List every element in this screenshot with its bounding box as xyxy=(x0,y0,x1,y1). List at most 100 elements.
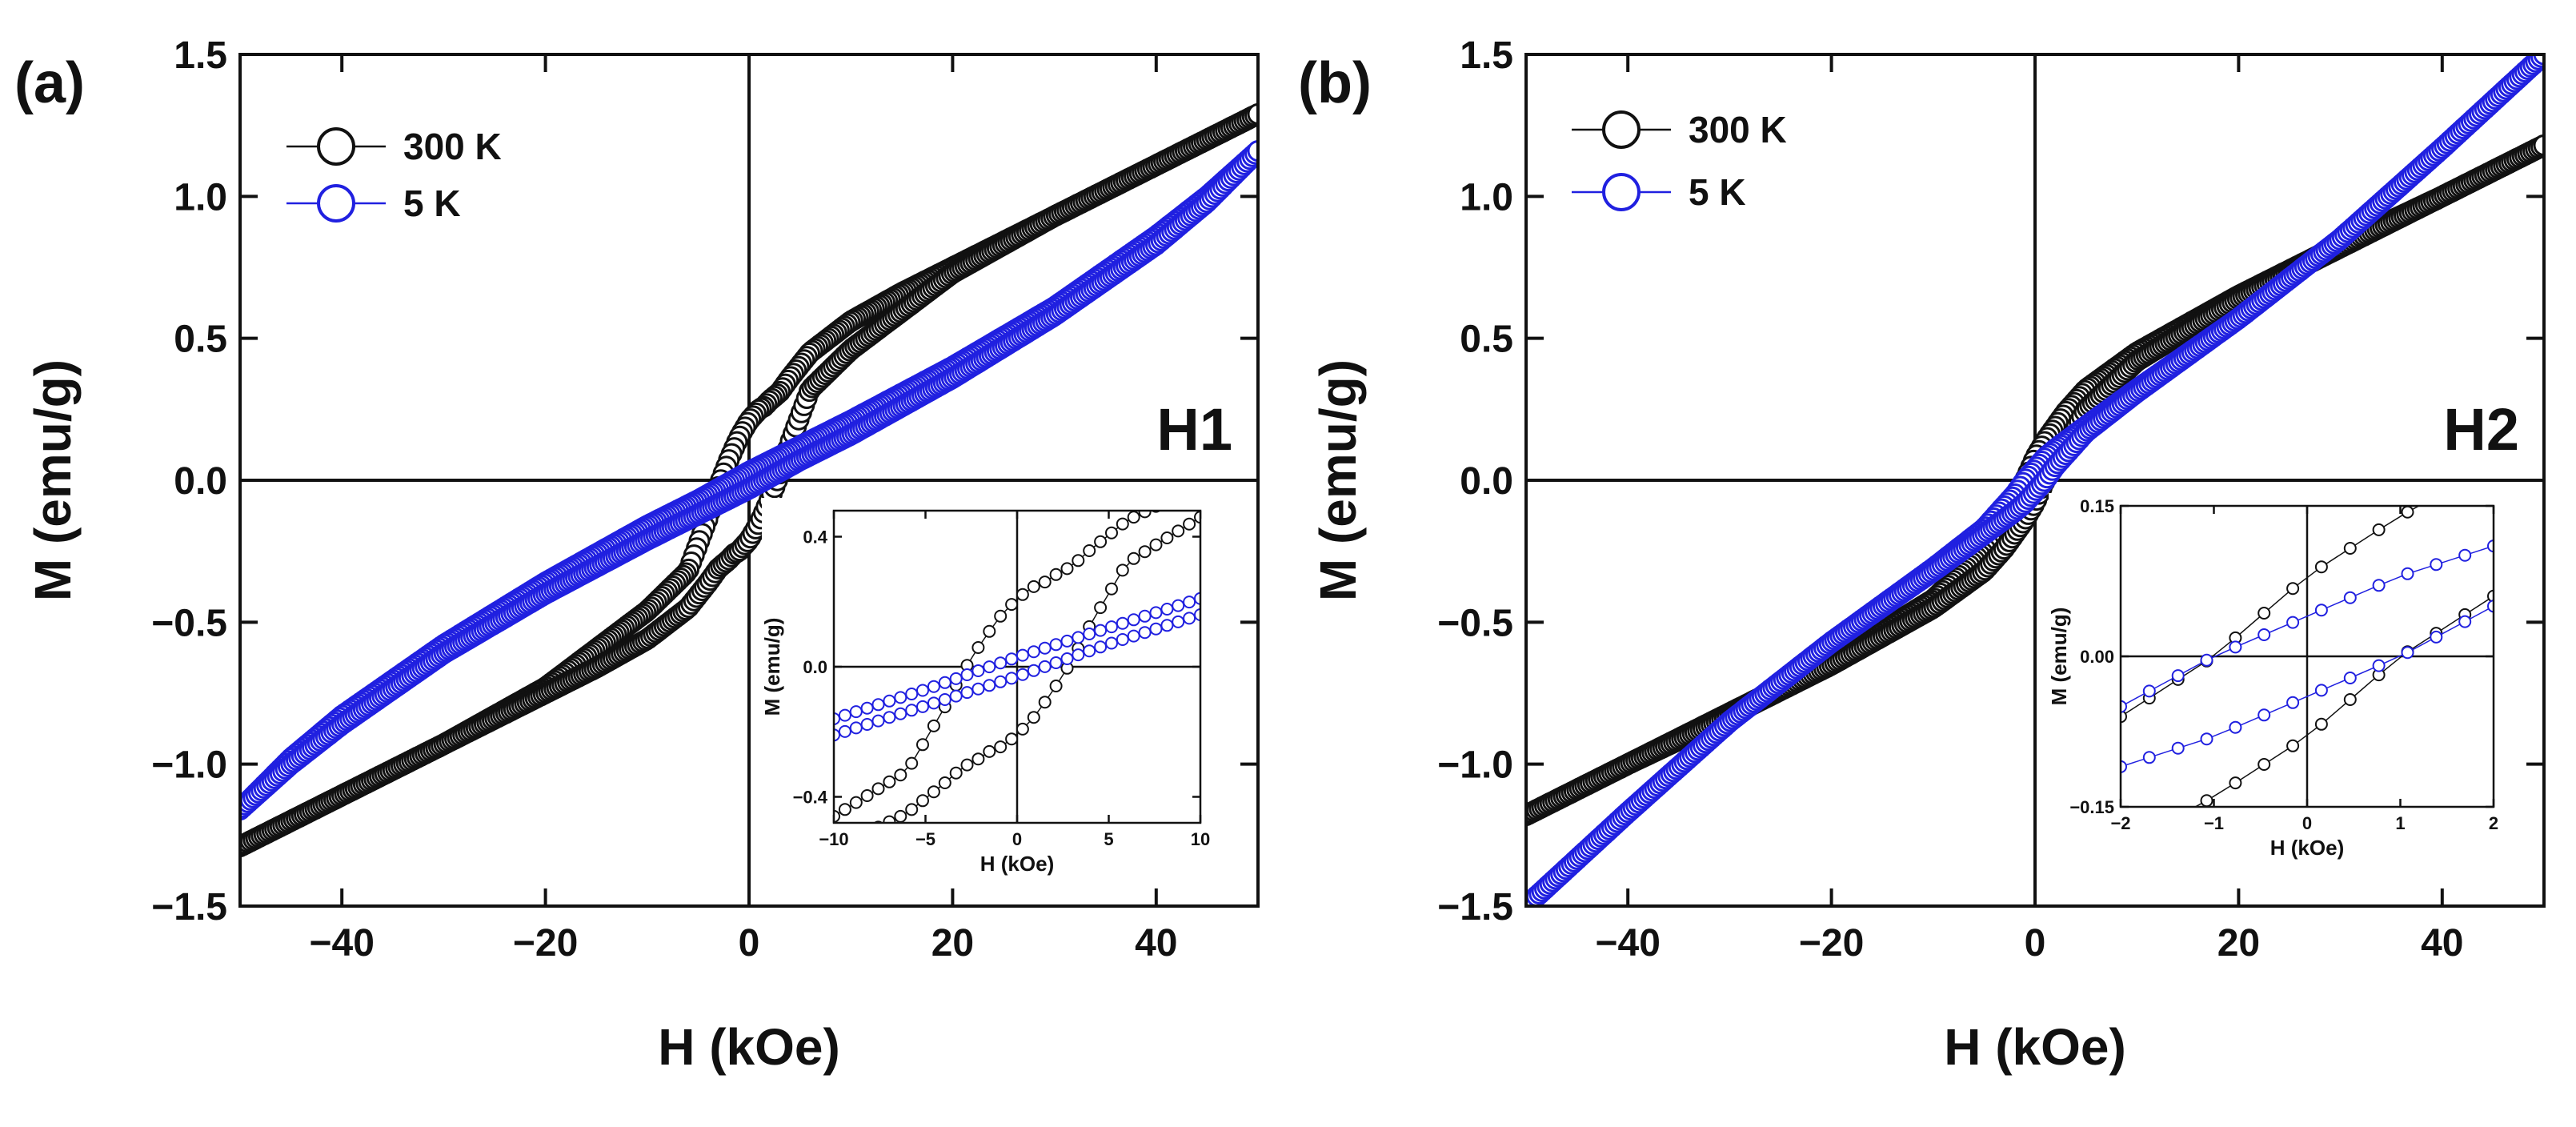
inset-data-point xyxy=(2314,717,2328,731)
inset-data-point xyxy=(1016,648,1029,662)
inset-data-point xyxy=(1105,636,1118,650)
inset-data-point xyxy=(2286,739,2300,752)
series-5k xyxy=(1526,54,2544,906)
inset-data-point xyxy=(1127,511,1140,524)
inset-data-point xyxy=(1194,592,1200,605)
inset-data-point xyxy=(2229,776,2242,790)
inset-data-point xyxy=(2314,604,2328,617)
inset-data-point xyxy=(1083,628,1096,640)
data-point xyxy=(1247,140,1258,162)
x-tick-label: −40 xyxy=(309,922,374,965)
inset-data-point xyxy=(1149,538,1163,551)
inset-data-point xyxy=(983,624,996,638)
inset-data-point xyxy=(1072,648,1085,662)
inset-data-point xyxy=(1149,606,1163,620)
inset-data-point xyxy=(2487,589,2494,603)
inset-data-point xyxy=(960,758,974,772)
inset-data-point xyxy=(2458,615,2472,628)
inset-data-point xyxy=(1183,596,1196,609)
inset-data-point xyxy=(916,700,929,713)
y-tick-label: 0.5 xyxy=(174,319,227,361)
inset-data-point xyxy=(1027,645,1040,659)
inset-data-point xyxy=(2200,732,2213,746)
inset-data-point xyxy=(1138,626,1152,640)
inset-data-point xyxy=(1005,732,1019,746)
panel-b: −40 −20 0 20 40−1.5−1.0−0.50.00.51.01.5H (kO… xyxy=(1298,34,2546,1076)
inset-data-point xyxy=(2121,710,2127,724)
inset-data-point xyxy=(916,794,929,808)
inset-data-point xyxy=(2286,696,2300,709)
inset-data-point xyxy=(834,728,840,742)
inset-x-tick-label: 0 xyxy=(1012,829,1022,849)
inset-data-point xyxy=(1172,524,1185,538)
inset-data-point xyxy=(1138,511,1152,519)
inset-data-point xyxy=(916,684,929,697)
y-tick-label: −1.5 xyxy=(151,886,227,928)
inset-data-point xyxy=(1194,511,1200,524)
inset-data-point xyxy=(1194,608,1200,621)
inset-data-point xyxy=(994,675,1008,688)
y-tick-label: −1.5 xyxy=(1437,886,1513,928)
inset-data-point xyxy=(1083,544,1096,557)
inset-data-point xyxy=(1105,582,1118,596)
inset-x-tick-label: −10 xyxy=(819,829,848,849)
legend-marker xyxy=(1602,110,1641,149)
inset-data-point xyxy=(860,701,874,715)
inset-data-point xyxy=(1083,644,1096,658)
x-tick-label: 20 xyxy=(931,922,974,965)
y-tick-label: 0.5 xyxy=(1460,319,1513,361)
inset-data-point xyxy=(2286,616,2300,629)
inset-data-point xyxy=(1160,603,1174,616)
inset-data-point xyxy=(2121,700,2127,713)
inset-x-tick-label: −2 xyxy=(2110,813,2130,833)
inset-data-point xyxy=(894,691,907,704)
inset-data-point xyxy=(834,809,840,823)
inset-data-point xyxy=(1027,580,1040,593)
inset-data-point xyxy=(838,803,851,816)
y-tick-label: 1.5 xyxy=(1460,34,1513,77)
inset-data-point xyxy=(871,698,885,712)
inset-data-point xyxy=(1183,517,1196,531)
inset-y-tick-label: −0.15 xyxy=(2069,797,2114,817)
data-point xyxy=(2533,54,2544,66)
inset-data-point xyxy=(2171,669,2185,683)
inset-data-point xyxy=(1116,564,1129,577)
inset-series-5k xyxy=(834,592,1200,742)
inset-data-point xyxy=(2487,539,2494,553)
inset-data-point xyxy=(1027,711,1040,724)
inset-data-point xyxy=(2200,794,2213,807)
inset-frame xyxy=(2119,504,2495,808)
inset-chart: −2 −1 0 1 2 −0.15 0.00 0.15 H (kOe) M (emu/g) xyxy=(2047,493,2505,871)
inset-data-point xyxy=(983,744,996,758)
inset-data-point xyxy=(972,682,985,696)
plot-series xyxy=(1526,54,2544,906)
inset-data-point xyxy=(949,672,963,685)
legend-marker xyxy=(317,127,355,166)
x-tick-label: −20 xyxy=(1799,922,1864,965)
inset-data-point xyxy=(2258,628,2271,641)
inset-data-point xyxy=(1116,633,1129,646)
inset-data-point xyxy=(1027,664,1040,677)
inset-x-tick-label: 5 xyxy=(1104,829,1113,849)
inset-data-point xyxy=(1094,640,1108,654)
inset-data-point xyxy=(1060,652,1074,665)
inset-series-5k xyxy=(2121,539,2494,773)
inset-data-point xyxy=(860,718,874,731)
inset-x-tick-label: −1 xyxy=(2204,813,2224,833)
inset-data-point xyxy=(1094,535,1108,548)
inset-y-axis-title: M (emu/g) xyxy=(760,618,784,716)
plot-frame xyxy=(1524,53,2546,908)
inset-data-point xyxy=(2142,684,2156,698)
y-axis-title: M (emu/g) xyxy=(24,359,82,601)
inset-data-point xyxy=(1038,660,1052,673)
inset-data-point xyxy=(1105,620,1118,634)
inset-data-point xyxy=(1149,622,1163,636)
data-point xyxy=(2533,134,2544,156)
inset-data-point xyxy=(905,803,919,816)
inset-data-point xyxy=(1072,554,1085,568)
inset-data-point xyxy=(983,679,996,692)
x-axis-title: H (kOe) xyxy=(658,1018,840,1076)
inset-data-point xyxy=(838,724,851,738)
legend-marker xyxy=(1602,173,1641,211)
